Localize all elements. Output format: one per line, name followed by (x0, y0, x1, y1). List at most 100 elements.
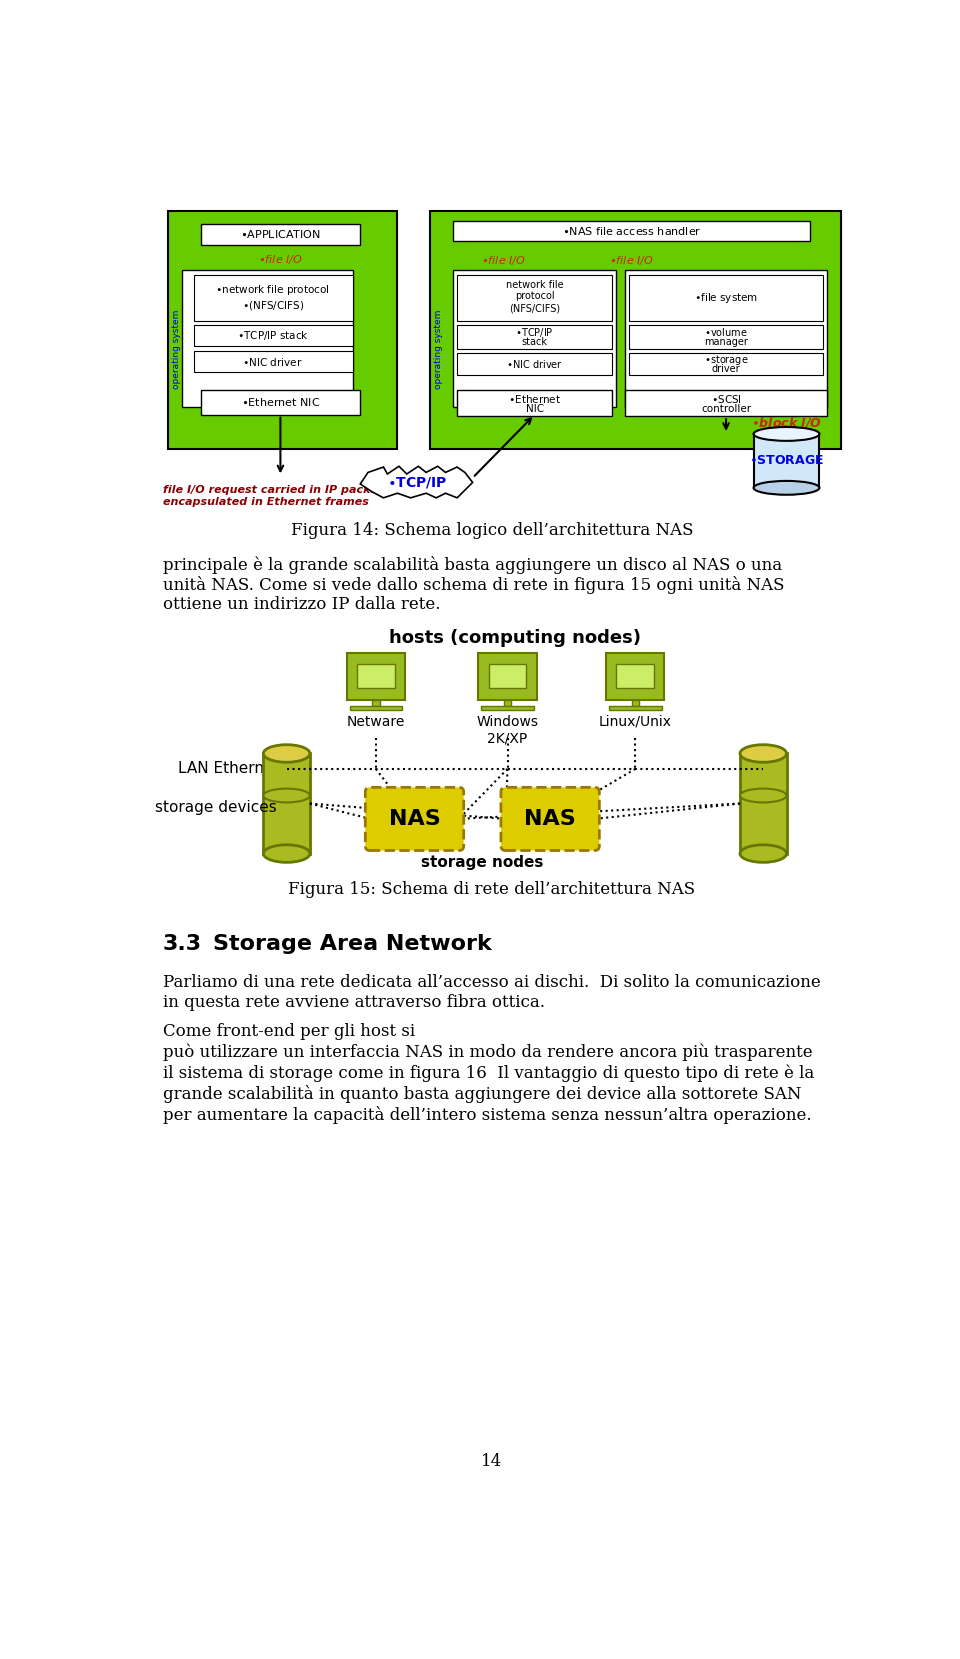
Text: $\bullet$TCP/IP stack: $\bullet$TCP/IP stack (237, 328, 309, 342)
FancyBboxPatch shape (457, 325, 612, 350)
Text: $\bullet$network file protocol: $\bullet$network file protocol (215, 284, 330, 297)
FancyBboxPatch shape (347, 654, 405, 700)
Text: driver: driver (711, 365, 740, 375)
Ellipse shape (263, 745, 310, 761)
Text: $\bullet$Ethernet NIC: $\bullet$Ethernet NIC (241, 397, 320, 408)
FancyBboxPatch shape (366, 788, 464, 851)
FancyBboxPatch shape (453, 221, 809, 242)
Text: $\bullet$storage: $\bullet$storage (704, 353, 749, 367)
Bar (740, 753, 786, 854)
FancyBboxPatch shape (182, 270, 352, 406)
Text: $\bullet$file I/O: $\bullet$file I/O (481, 254, 526, 267)
Text: $\bullet$(NFS/CIFS): $\bullet$(NFS/CIFS) (242, 299, 303, 312)
Ellipse shape (740, 745, 786, 761)
Text: unità NAS. Come si vede dallo schema di rete in figura 15 ogni unità NAS: unità NAS. Come si vede dallo schema di … (162, 576, 784, 594)
FancyBboxPatch shape (457, 353, 612, 375)
Text: protocol: protocol (515, 290, 555, 300)
Text: stack: stack (521, 337, 547, 347)
FancyBboxPatch shape (625, 270, 827, 406)
Text: NAS: NAS (524, 810, 576, 830)
Text: $\bullet$file system: $\bullet$file system (694, 290, 758, 305)
FancyBboxPatch shape (453, 270, 616, 406)
Ellipse shape (754, 426, 820, 441)
Text: per aumentare la capacità dell’intero sistema senza nessun’altra operazione.: per aumentare la capacità dell’intero si… (162, 1105, 811, 1123)
Text: ottiene un indirizzo IP dalla rete.: ottiene un indirizzo IP dalla rete. (162, 596, 440, 614)
Ellipse shape (263, 844, 310, 863)
FancyBboxPatch shape (194, 350, 352, 372)
FancyBboxPatch shape (202, 390, 360, 415)
Text: $\bullet$APPLICATION: $\bullet$APPLICATION (240, 229, 321, 241)
Text: $\bullet$file I/O: $\bullet$file I/O (258, 252, 302, 265)
Text: in questa rete avviene attraverso fibra ottica.: in questa rete avviene attraverso fibra … (162, 994, 544, 1012)
Text: Come front-end per gli host si: Come front-end per gli host si (162, 1024, 415, 1040)
FancyBboxPatch shape (457, 274, 612, 320)
Bar (504, 700, 512, 705)
FancyBboxPatch shape (629, 353, 823, 375)
Bar (372, 700, 379, 705)
FancyBboxPatch shape (616, 664, 655, 687)
FancyBboxPatch shape (357, 664, 395, 687)
Text: Windows
2K/XP: Windows 2K/XP (476, 715, 539, 745)
Ellipse shape (740, 844, 786, 863)
Text: $\bullet$file I/O: $\bullet$file I/O (609, 254, 654, 267)
Bar (263, 753, 310, 854)
Text: grande scalabilità in quanto basta aggiungere dei device alla sottorete SAN: grande scalabilità in quanto basta aggiu… (162, 1085, 802, 1103)
Text: 14: 14 (481, 1453, 503, 1470)
Text: hosts (computing nodes): hosts (computing nodes) (389, 629, 641, 647)
Text: operating system: operating system (434, 310, 443, 388)
Text: $\bullet$NIC driver: $\bullet$NIC driver (243, 355, 303, 368)
Text: storage devices: storage devices (155, 800, 276, 815)
Text: $\bullet$SCSI: $\bullet$SCSI (710, 393, 741, 405)
Text: $\bullet$TCP/IP: $\bullet$TCP/IP (516, 325, 554, 338)
Text: $\bullet$block I/O: $\bullet$block I/O (751, 415, 822, 430)
Text: Linux/Unix: Linux/Unix (599, 715, 672, 728)
Text: il sistema di storage come in figura 16  Il vantaggio di questo tipo di rete è l: il sistema di storage come in figura 16 … (162, 1065, 814, 1082)
FancyBboxPatch shape (489, 664, 526, 687)
FancyBboxPatch shape (625, 390, 827, 416)
Text: controller: controller (701, 403, 751, 413)
Text: può utilizzare un interfaccia NAS in modo da rendere ancora più trasparente: può utilizzare un interfaccia NAS in mod… (162, 1044, 812, 1062)
FancyBboxPatch shape (478, 654, 537, 700)
FancyBboxPatch shape (457, 390, 612, 416)
Text: $\bullet$Ethernet: $\bullet$Ethernet (508, 393, 562, 405)
FancyBboxPatch shape (194, 325, 352, 347)
Text: NAS: NAS (389, 810, 441, 830)
Text: Netware: Netware (347, 715, 405, 728)
Text: manager: manager (704, 337, 748, 347)
FancyBboxPatch shape (168, 211, 396, 450)
FancyBboxPatch shape (202, 224, 360, 246)
Text: $\bullet$NAS file access handler: $\bullet$NAS file access handler (562, 226, 701, 237)
FancyBboxPatch shape (607, 654, 664, 700)
Text: $\bullet$STORAGE: $\bullet$STORAGE (749, 455, 824, 468)
Text: LAN Ethernet: LAN Ethernet (179, 761, 279, 776)
FancyBboxPatch shape (629, 325, 823, 350)
Text: storage nodes: storage nodes (421, 856, 543, 871)
Bar (632, 700, 639, 705)
FancyBboxPatch shape (629, 274, 823, 320)
Polygon shape (360, 466, 472, 498)
Text: $\bullet$TCP/IP: $\bullet$TCP/IP (387, 474, 447, 489)
Text: encapsulated in Ethernet frames: encapsulated in Ethernet frames (162, 496, 369, 506)
Text: NIC: NIC (525, 403, 543, 413)
Bar (754, 435, 820, 488)
Bar (481, 705, 534, 710)
FancyBboxPatch shape (194, 274, 352, 320)
FancyBboxPatch shape (430, 211, 841, 450)
Text: $\bullet$NIC driver: $\bullet$NIC driver (506, 358, 564, 370)
Bar (349, 705, 402, 710)
Text: file I/O request carried in IP packets: file I/O request carried in IP packets (162, 484, 389, 494)
Ellipse shape (740, 788, 786, 803)
Text: Storage Area Network: Storage Area Network (213, 934, 492, 954)
Text: principale è la grande scalabilità basta aggiungere un disco al NAS o una: principale è la grande scalabilità basta… (162, 556, 781, 574)
Text: $\bullet$HOST: $\bullet$HOST (255, 222, 309, 237)
Bar (610, 705, 661, 710)
Text: $\bullet$volume: $\bullet$volume (705, 327, 748, 338)
FancyBboxPatch shape (501, 788, 599, 851)
Text: (NFS/CIFS): (NFS/CIFS) (509, 304, 561, 314)
Text: $\bullet$NAS server: $\bullet$NAS server (587, 222, 684, 237)
Text: operating system: operating system (172, 310, 181, 388)
Text: network file: network file (506, 280, 564, 290)
Ellipse shape (754, 481, 820, 494)
Text: Figura 15: Schema di rete dell’architettura NAS: Figura 15: Schema di rete dell’architett… (288, 881, 696, 898)
Text: Figura 14: Schema logico dell’architettura NAS: Figura 14: Schema logico dell’architettu… (291, 521, 693, 539)
